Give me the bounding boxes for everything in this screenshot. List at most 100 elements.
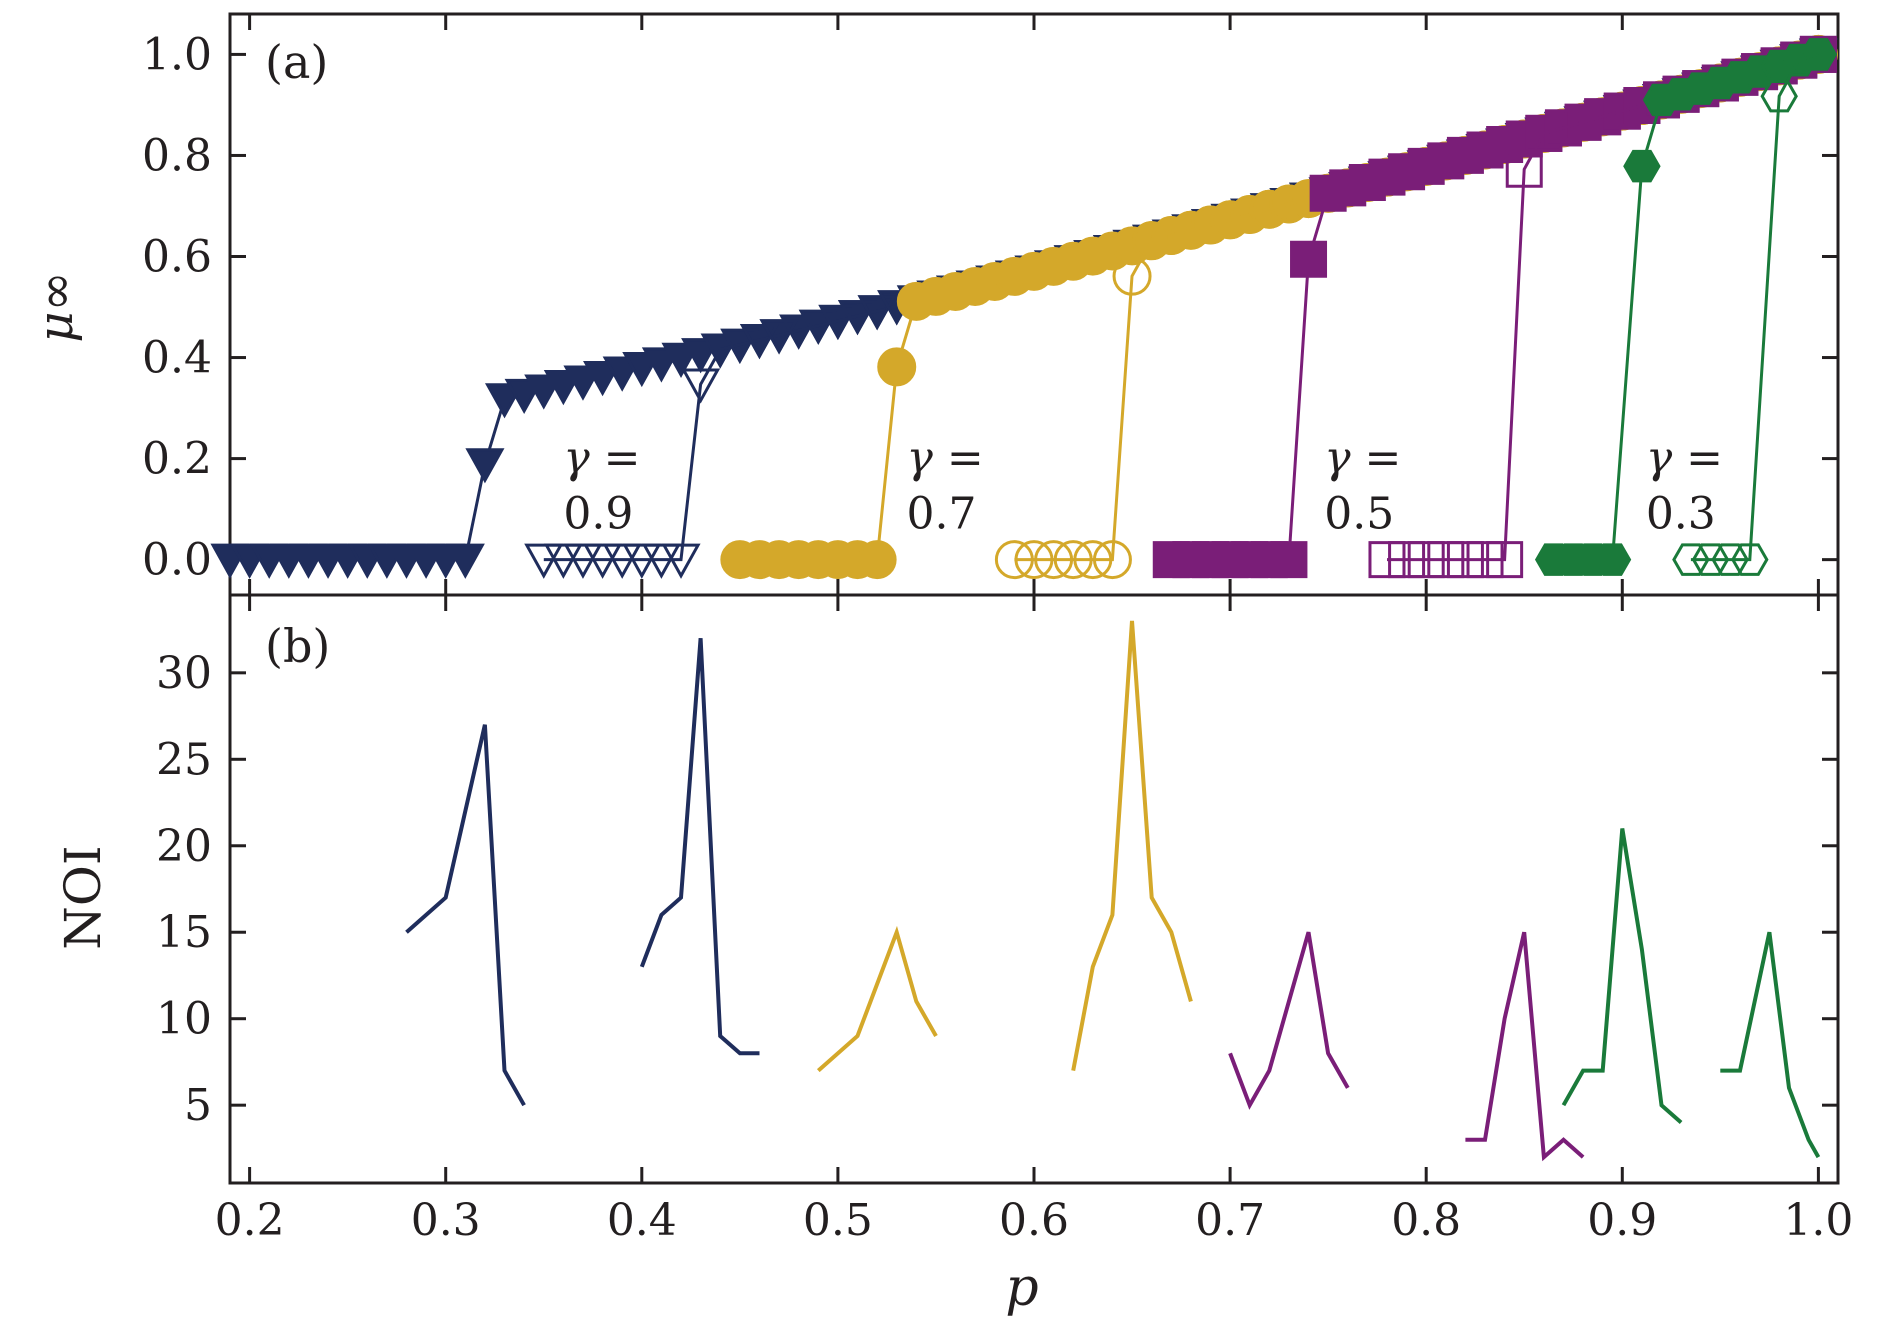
noi-series-gamma-0.9 [639,638,760,1056]
x-tick-label: 0.2 [215,1195,285,1246]
panel-label-a: (a) [265,35,328,89]
mu-marker [1760,80,1798,113]
x-tick-label: 0.3 [411,1195,481,1246]
gamma-annotation: γ = [907,433,984,484]
mu-marker [465,448,505,484]
y-axis-title-b: NOI [54,845,112,950]
mu-marker [1034,540,1074,580]
mu-marker [1290,240,1328,278]
mu-marker [759,319,799,355]
mu-marker [1584,98,1622,136]
panel-b: 0.2 0.3 0.4 0.5 0.6 0.7 0.8 0.9 1.0 5 10 15 20 25 30 (b… [54,593,1853,1246]
y-axis-title-a: μ∞ [28,271,84,342]
mu-marker [1505,150,1543,188]
mu-marker [1171,210,1211,250]
x-tick-label: 0.4 [607,1195,677,1246]
mu-marker [661,543,701,579]
mu-marker [1270,541,1308,579]
noi-series-gamma-0.5 [1465,931,1585,1162]
mu-marker [641,543,681,579]
mu-line [1014,52,1819,562]
mu-marker [739,324,780,360]
mu-marker [1210,200,1250,240]
mu-marker [818,304,858,341]
mu-marker [1691,543,1730,576]
mu-marker [1014,540,1054,580]
mu-marker [1711,543,1749,576]
noi-series-gamma-0.9 [405,724,526,1107]
mu-marker [1544,109,1582,147]
y-tick-label: 0.4 [142,333,212,384]
x-axis-title: p [1005,1258,1038,1318]
mu-marker [1603,92,1641,130]
noi-series-gamma-0.7 [816,925,938,1073]
mu-marker [1623,87,1661,125]
mu-marker [524,543,564,579]
y-tick-label: 5 [184,1080,212,1131]
noi-series-gamma-0.5 [1228,931,1350,1110]
gamma-annotation-value: 0.7 [907,489,977,540]
mu-marker [1799,38,1838,71]
mu-marker [994,540,1034,580]
mu-marker [857,540,897,580]
mu-marker [1564,103,1602,141]
mu-marker [583,543,623,579]
gamma-annotation: γ = [1646,433,1723,484]
mu-marker [1525,114,1563,152]
y-tick-label: 0.6 [142,232,212,283]
y-tick-label: 10 [156,994,212,1045]
gamma-annotation-value: 0.5 [1324,489,1394,540]
y-tick-label: 0.8 [142,130,212,181]
x-axis-title-group: p [1005,1258,1038,1318]
mu-marker [779,314,819,350]
mu-line [1690,52,1819,562]
gamma-annotation: γ = [1324,433,1401,484]
noi-series-gamma-0.3 [1720,931,1821,1159]
mu-marker [877,347,917,387]
x-tick-label: 0.5 [803,1195,873,1246]
mu-marker [1053,540,1093,580]
panel-b-frame [228,593,1840,1185]
mu-series-gamma-0.3-filled [1534,38,1838,576]
mu-marker [543,543,583,579]
mu-marker [1092,540,1132,580]
panel-a: 0.00.20.40.60.81.0 (a)μ∞γ =0.9γ =0.7γ =0.… [28,12,1840,597]
mu-marker [445,543,485,579]
x-tick-label: 0.8 [1391,1195,1461,1246]
y-tick-label: 0.2 [142,434,212,485]
mu-marker [1486,541,1524,579]
mu-marker [681,368,721,404]
mu-series-gamma-0.5-filled [1152,35,1837,579]
mu-marker [1190,205,1230,245]
mu-marker [1269,184,1309,224]
y-tick-label: 0.0 [142,535,212,586]
mu-marker [1151,215,1191,255]
mu-line [543,52,1819,562]
mu-marker [1731,543,1769,576]
panel-label-b: (b) [265,619,330,673]
y-tick-label: 30 [156,648,212,699]
x-tick-label: 0.9 [1587,1195,1657,1246]
y-tick-label: 25 [156,734,212,785]
noi-series-gamma-0.3 [1561,828,1683,1124]
mu-marker [798,309,838,345]
y-tick-label: 20 [156,821,212,872]
mu-marker [1249,189,1289,229]
y-tick-label: 1.0 [142,29,212,80]
gamma-annotation-value: 0.3 [1646,489,1716,540]
noi-series-gamma-0.7 [1071,620,1193,1071]
x-tick-label: 0.7 [1195,1195,1265,1246]
y-tick-label: 15 [156,907,212,958]
mu-marker [1623,149,1661,183]
mu-marker [602,543,642,579]
mu-marker [1112,256,1152,296]
mu-marker [1073,540,1113,580]
mu-marker [857,295,897,331]
mu-marker [700,333,740,369]
mu-marker [1230,195,1270,235]
mu-series-gamma-0.3-open [1672,38,1838,576]
mu-marker [837,300,878,336]
x-tick-label: 1.0 [1783,1195,1853,1246]
mu-marker [1593,543,1632,576]
